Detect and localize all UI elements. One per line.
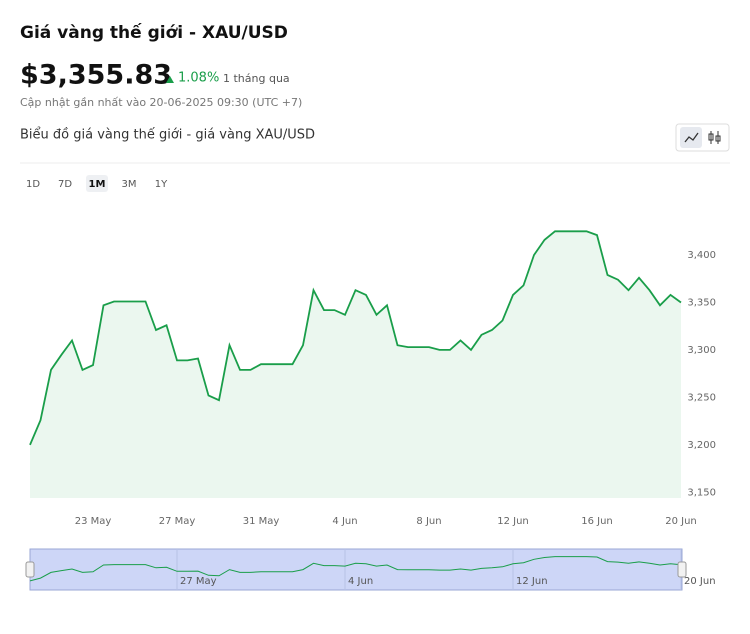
y-tick-label: 3,350 (687, 297, 716, 308)
range-button[interactable]: 1D (26, 179, 40, 190)
navigator-label: 4 Jun (348, 576, 373, 587)
change: 1.08% (178, 71, 219, 86)
chart-title: Biểu đồ giá vàng thế giới - giá vàng XAU… (20, 128, 315, 143)
y-tick-label: 3,150 (687, 487, 716, 498)
navigator-label: 27 May (180, 576, 217, 587)
x-tick-label: 8 Jun (416, 516, 441, 527)
line-icon[interactable] (684, 132, 699, 143)
updated: Cập nhật gần nhất vào 20-06-2025 09:30 (… (20, 96, 302, 109)
x-tick-label: 20 Jun (665, 516, 697, 527)
price: $3,355.83 (20, 60, 172, 91)
range-button[interactable]: 1M (89, 179, 106, 190)
title: Giá vàng thế giới - XAU/USD (20, 22, 288, 43)
range-button[interactable]: 1Y (155, 179, 168, 190)
price-line (29, 230, 682, 446)
x-tick-label: 12 Jun (497, 516, 529, 527)
x-tick-label: 23 May (75, 516, 112, 527)
navigator-handle[interactable] (25, 561, 35, 578)
line-icon-bg (680, 127, 702, 148)
up-arrow (166, 76, 174, 83)
y-tick-label: 3,300 (687, 345, 716, 356)
navigator-label: 12 Jun (516, 576, 548, 587)
range-active-bg (86, 175, 108, 192)
x-tick-label: 16 Jun (581, 516, 613, 527)
range-button[interactable]: 3M (122, 179, 137, 190)
navigator-handle[interactable] (677, 561, 687, 578)
x-tick-label: 31 May (243, 516, 280, 527)
y-tick-label: 3,400 (687, 250, 716, 261)
period: 1 tháng qua (223, 72, 290, 85)
area-fill (30, 231, 681, 499)
x-tick-label: 4 Jun (332, 516, 357, 527)
y-tick-label: 3,200 (687, 440, 716, 451)
x-tick-label: 27 May (159, 516, 196, 527)
y-tick-label: 3,250 (687, 392, 716, 403)
range-button[interactable]: 7D (58, 179, 72, 190)
navigator-label: 20 Jun (684, 576, 716, 587)
navigator-line (29, 556, 682, 582)
candle-icon[interactable] (708, 131, 721, 144)
